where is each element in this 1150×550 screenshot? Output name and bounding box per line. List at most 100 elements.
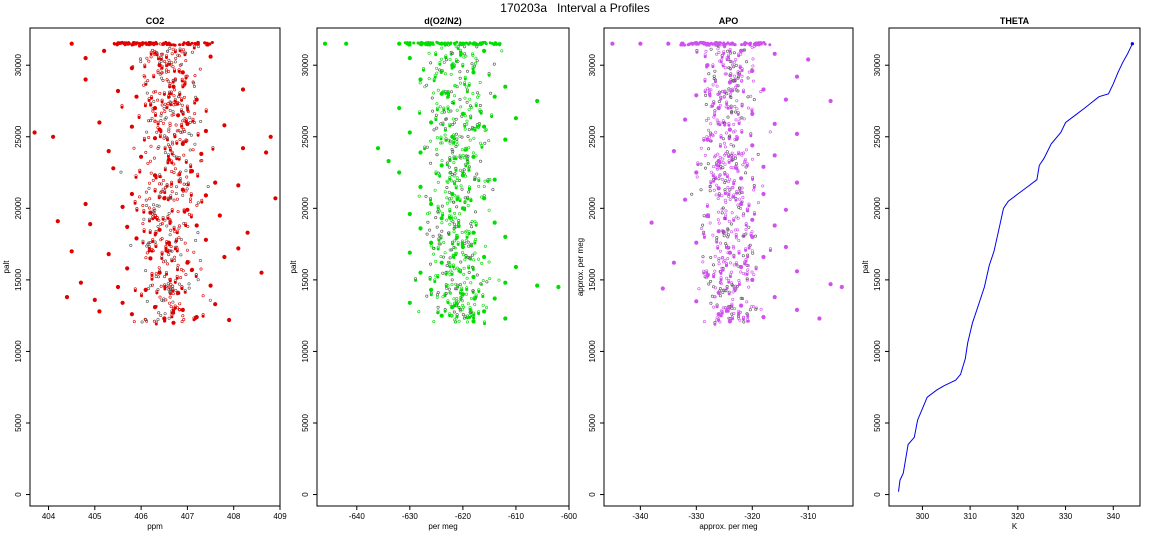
data-point <box>182 48 186 52</box>
data-point <box>743 262 747 266</box>
data-point <box>188 200 192 204</box>
data-point <box>156 69 160 73</box>
data-point <box>407 130 412 135</box>
data-point <box>482 124 487 129</box>
data-point <box>414 278 418 282</box>
data-point <box>92 297 97 303</box>
data-point <box>461 253 465 257</box>
data-point <box>187 132 191 136</box>
data-point <box>119 170 123 174</box>
data-point <box>477 93 481 97</box>
data-point <box>445 196 449 200</box>
data-point <box>737 278 741 282</box>
data-point <box>723 288 727 292</box>
data-point <box>473 61 477 65</box>
data-point <box>434 172 438 176</box>
data-point <box>444 117 448 121</box>
data-point <box>735 107 739 111</box>
data-point <box>699 146 703 150</box>
data-point <box>164 116 168 120</box>
data-point <box>179 130 183 134</box>
data-point <box>445 270 449 274</box>
data-point <box>715 52 719 56</box>
data-point <box>721 166 725 170</box>
data-point <box>726 228 730 232</box>
data-point <box>141 204 145 208</box>
data-point <box>463 196 467 200</box>
data-point <box>715 118 719 122</box>
data-point <box>706 162 710 166</box>
data-point <box>185 139 189 143</box>
data-point <box>163 134 167 138</box>
data-point <box>445 179 449 183</box>
data-point <box>465 69 469 73</box>
data-point <box>156 98 160 102</box>
data-point <box>438 174 442 178</box>
data-point <box>715 84 719 88</box>
data-point <box>487 73 491 77</box>
data-point <box>660 286 665 291</box>
data-point <box>455 108 459 112</box>
data-point <box>193 142 197 146</box>
y-tick-label: 25000 <box>588 125 597 148</box>
data-point <box>727 89 731 93</box>
data-point <box>435 136 439 140</box>
data-point <box>732 287 736 291</box>
data-point <box>443 128 447 132</box>
data-point <box>153 189 157 193</box>
data-point <box>407 300 412 305</box>
data-point <box>727 80 733 85</box>
data-point <box>731 158 735 162</box>
data-point <box>443 251 447 255</box>
data-point <box>135 41 139 45</box>
data-point <box>460 307 464 311</box>
data-point <box>738 201 744 207</box>
data-point <box>718 59 722 63</box>
data-point <box>454 168 458 172</box>
data-point <box>203 128 208 134</box>
data-point <box>145 251 149 255</box>
data-point <box>497 278 501 282</box>
data-point <box>148 119 152 123</box>
data-point <box>236 183 241 188</box>
data-point <box>458 76 462 80</box>
data-point <box>434 259 438 263</box>
data-point <box>735 191 739 195</box>
data-point <box>173 255 177 259</box>
data-point <box>741 254 745 258</box>
data-point <box>711 165 715 169</box>
data-point <box>187 282 191 286</box>
data-point <box>151 109 155 113</box>
data-point <box>460 41 466 46</box>
data-point <box>171 80 175 84</box>
data-point <box>734 57 738 61</box>
data-point <box>154 322 158 326</box>
data-point <box>144 82 148 86</box>
data-point <box>166 102 170 106</box>
data-point <box>455 296 459 300</box>
data-point <box>148 256 153 261</box>
data-point <box>732 218 736 222</box>
data-point <box>129 124 134 129</box>
data-point <box>744 148 748 152</box>
data-point <box>736 75 740 79</box>
x-tick-label: -630 <box>402 512 419 521</box>
data-point <box>425 294 429 298</box>
data-point <box>745 278 749 282</box>
data-point <box>418 226 423 231</box>
data-point <box>492 220 497 225</box>
data-point <box>142 138 146 142</box>
data-point <box>471 70 476 75</box>
data-point <box>721 157 725 161</box>
data-point <box>469 310 473 314</box>
data-point <box>455 176 459 180</box>
data-point <box>168 82 172 86</box>
data-point <box>713 109 717 113</box>
data-point <box>749 134 753 138</box>
data-point <box>709 301 713 305</box>
data-point <box>714 286 718 290</box>
data-point <box>185 121 190 126</box>
data-point <box>716 229 721 234</box>
data-point <box>671 149 677 154</box>
